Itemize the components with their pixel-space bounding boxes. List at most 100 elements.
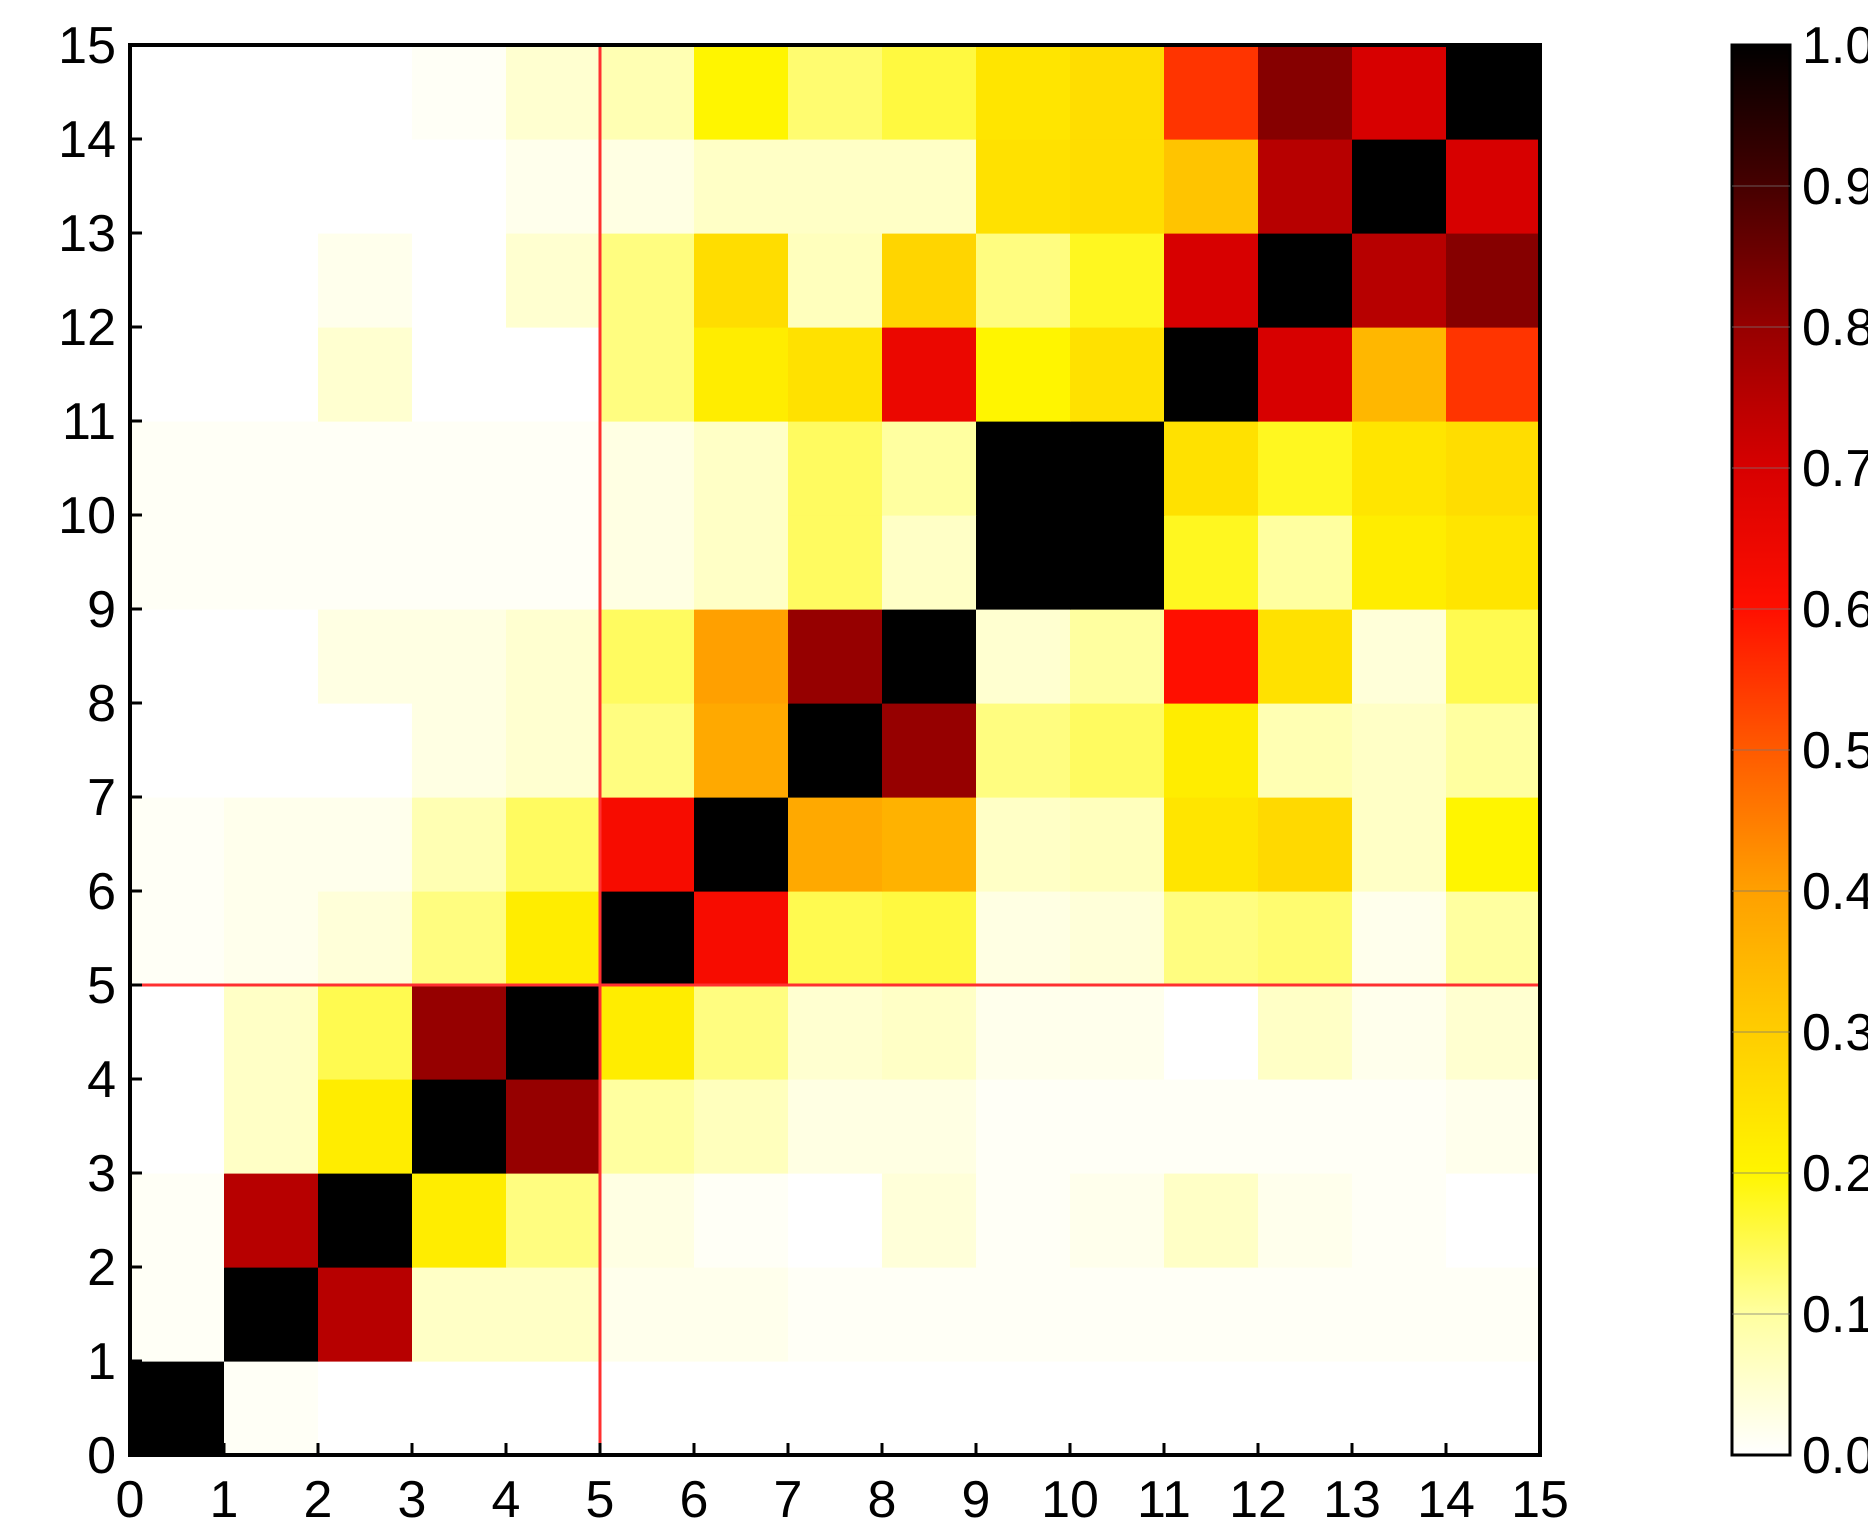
heatmap-cell — [694, 515, 789, 610]
x-tick-label: 8 — [868, 1471, 897, 1528]
heatmap-cell — [1446, 421, 1541, 516]
heatmap-cell — [1164, 327, 1259, 422]
heatmap-cell — [318, 1079, 413, 1174]
heatmap-cell — [882, 233, 977, 328]
heatmap-cell — [1164, 609, 1259, 704]
heatmap-cell — [882, 703, 977, 798]
x-tick-label: 2 — [304, 1471, 333, 1528]
heatmap-cell — [1070, 421, 1165, 516]
heatmap-cell — [1352, 1173, 1447, 1268]
heatmap-cell — [1352, 327, 1447, 422]
colorbar-tick-label: 0.0 — [1802, 1427, 1868, 1485]
heatmap-cell — [1070, 233, 1165, 328]
heatmap-cell — [1352, 139, 1447, 234]
heatmap-cell — [506, 1079, 601, 1174]
heatmap-cell — [130, 891, 225, 986]
heatmap-cell — [130, 139, 225, 234]
colorbar: 0.0 0.1 0.2 0.3 0.4 0.5 0.6 0.7 0.8 0.9 1.0 — [1730, 17, 1868, 1485]
heatmap-cell — [882, 985, 977, 1080]
heatmap-cell — [1164, 1361, 1259, 1456]
y-tick-label: 11 — [62, 393, 116, 451]
heatmap-cell — [1070, 797, 1165, 892]
heatmap-cell — [788, 1173, 883, 1268]
heatmap-cell — [412, 1267, 507, 1362]
heatmap-cell — [506, 609, 601, 704]
reference-lines — [130, 45, 1540, 1455]
heatmap-cell — [224, 45, 319, 140]
heatmap-cell — [788, 703, 883, 798]
heatmap-cell — [976, 233, 1071, 328]
heatmap-cell — [318, 891, 413, 986]
heatmap-cell — [976, 609, 1071, 704]
heatmap-cell — [1352, 515, 1447, 610]
heatmap-cell — [1446, 797, 1541, 892]
heatmap-cell — [1164, 891, 1259, 986]
heatmap-cell — [788, 233, 883, 328]
heatmap-cell — [506, 233, 601, 328]
heatmap-cell — [130, 515, 225, 610]
heatmap-cell — [318, 1173, 413, 1268]
heatmap-cell — [1164, 703, 1259, 798]
heatmap-cell — [130, 703, 225, 798]
heatmap-cell — [882, 891, 977, 986]
heatmap-cell — [1258, 1361, 1353, 1456]
heatmap-cell — [224, 609, 319, 704]
heatmap-cell — [1258, 515, 1353, 610]
heatmap-cell — [1258, 139, 1353, 234]
heatmap-cell — [882, 515, 977, 610]
heatmap-cell — [788, 609, 883, 704]
heatmap-cell — [1164, 515, 1259, 610]
heatmap-cell — [224, 1079, 319, 1174]
heatmap-cell — [694, 45, 789, 140]
heatmap-cell — [976, 139, 1071, 234]
heatmap-cell — [412, 703, 507, 798]
heatmap-cell — [506, 421, 601, 516]
heatmap-cell — [1258, 421, 1353, 516]
heatmap-cell — [1164, 797, 1259, 892]
heatmap-cell — [694, 421, 789, 516]
heatmap-cell — [1070, 703, 1165, 798]
heatmap-cell — [1446, 1361, 1541, 1456]
heatmap-cell — [506, 891, 601, 986]
heatmap-cell — [224, 1173, 319, 1268]
heatmap-cell — [318, 1361, 413, 1456]
x-tick-label: 0 — [116, 1471, 145, 1528]
heatmap-cell — [412, 139, 507, 234]
heatmap-cell — [412, 233, 507, 328]
y-tick-label: 0 — [87, 1427, 116, 1485]
heatmap-cell — [694, 1361, 789, 1456]
heatmap-cell — [788, 45, 883, 140]
x-tick-label: 15 — [1511, 1471, 1569, 1528]
x-tick-label: 12 — [1229, 1471, 1287, 1528]
heatmap-cell — [882, 1173, 977, 1268]
heatmap-cell — [318, 703, 413, 798]
heatmap-cell — [694, 1173, 789, 1268]
heatmap-cell — [600, 609, 695, 704]
heatmap-cell — [1258, 1267, 1353, 1362]
heatmap-cell — [1446, 985, 1541, 1080]
heatmap-cell — [788, 421, 883, 516]
heatmap-cell — [600, 891, 695, 986]
y-tick-label: 6 — [87, 863, 116, 921]
heatmap-cells — [130, 45, 1541, 1456]
heatmap-cell — [412, 45, 507, 140]
heatmap-cell — [694, 797, 789, 892]
heatmap-cell — [1070, 985, 1165, 1080]
heatmap-cell — [1258, 985, 1353, 1080]
heatmap-cell — [694, 233, 789, 328]
heatmap-cell — [1446, 891, 1541, 986]
heatmap-cell — [788, 515, 883, 610]
heatmap-cell — [130, 45, 225, 140]
heatmap-cell — [224, 515, 319, 610]
heatmap-cell — [318, 327, 413, 422]
heatmap-cell — [882, 1267, 977, 1362]
heatmap-cell — [412, 515, 507, 610]
colorbar-ticks: 0.0 0.1 0.2 0.3 0.4 0.5 0.6 0.7 0.8 0.9 1.0 — [1732, 17, 1868, 1485]
heatmap-cell — [976, 327, 1071, 422]
y-tick-label: 14 — [58, 111, 116, 169]
heatmap-cell — [694, 609, 789, 704]
y-tick-label: 1 — [87, 1333, 116, 1391]
heatmap-cell — [1258, 233, 1353, 328]
heatmap-cell — [976, 891, 1071, 986]
heatmap-cell — [506, 327, 601, 422]
